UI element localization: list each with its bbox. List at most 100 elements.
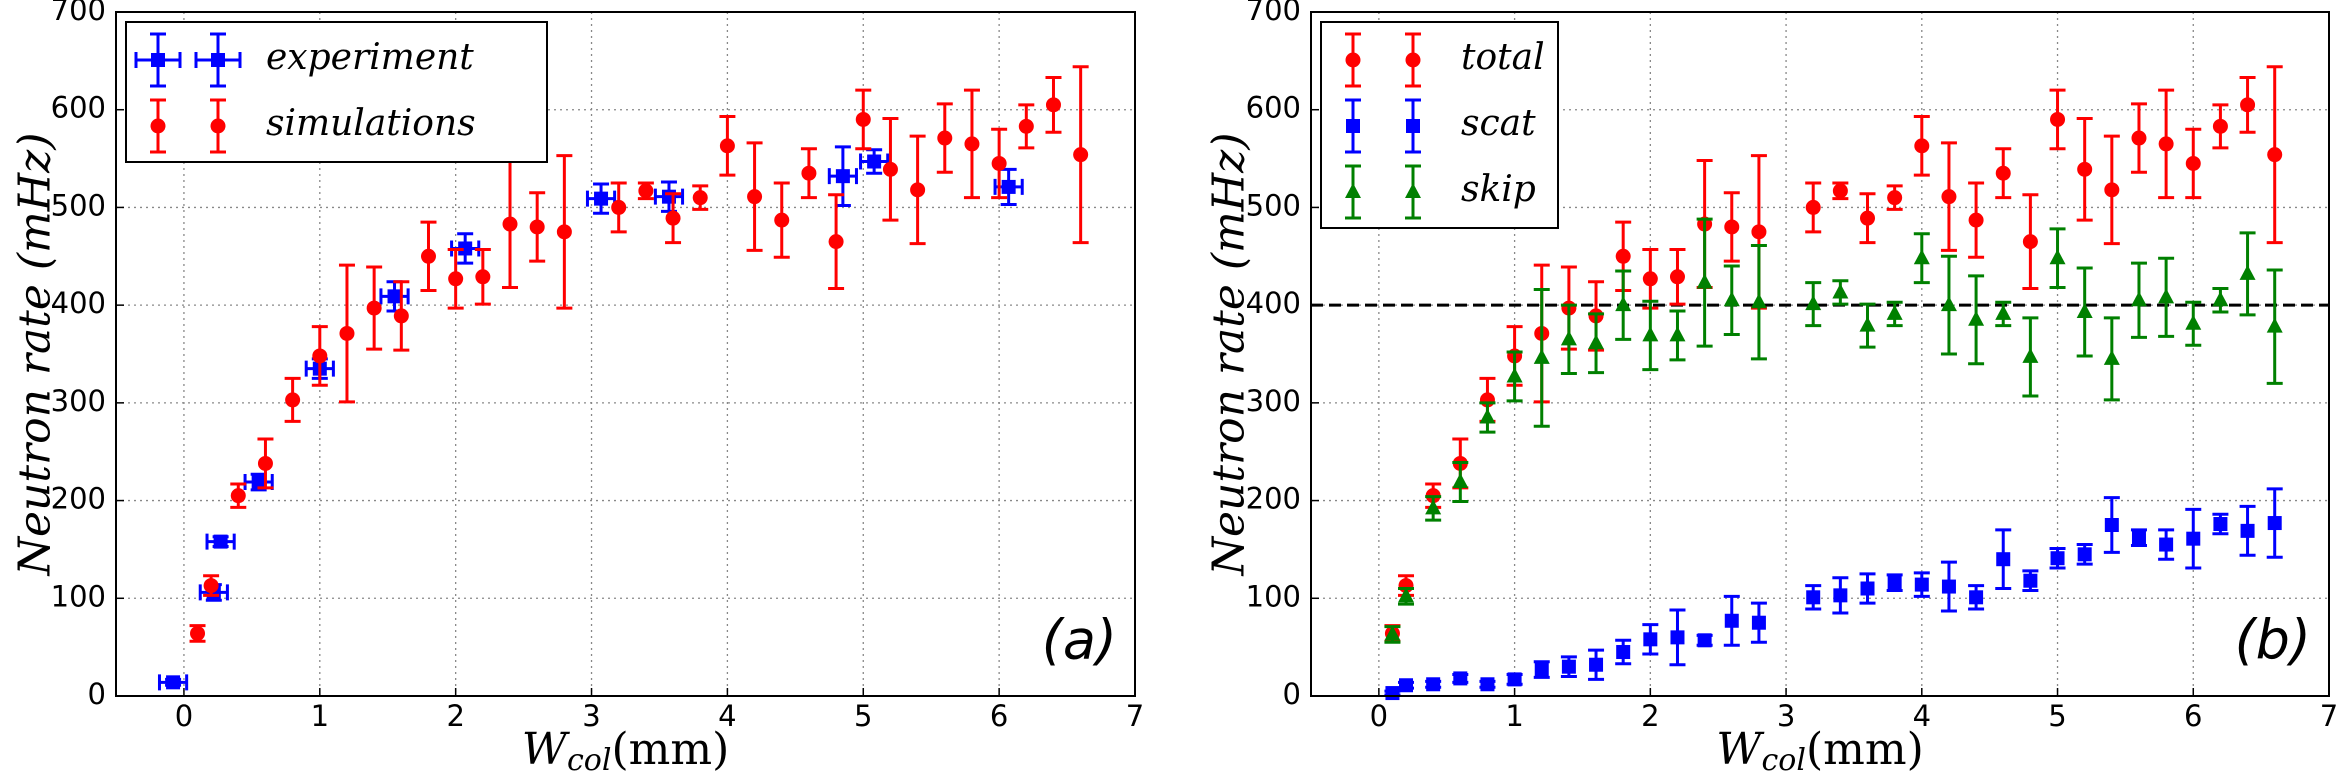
marker (2185, 155, 2201, 171)
legend-box (125, 21, 548, 163)
marker (1615, 248, 1631, 264)
x-label-unit: (mm) (611, 724, 729, 775)
y-tick-label: 500 (1246, 188, 1301, 222)
marker (2159, 537, 2174, 552)
marker (719, 138, 735, 154)
marker (1723, 291, 1740, 307)
marker (2049, 249, 2066, 265)
marker (665, 210, 681, 226)
marker (910, 182, 926, 198)
y-tick-label: 700 (51, 0, 106, 27)
marker (502, 216, 518, 232)
y-tick-label: 0 (1283, 677, 1301, 711)
marker (448, 271, 464, 287)
marker (1860, 581, 1875, 596)
marker (1643, 632, 1658, 647)
marker (2077, 547, 2092, 562)
marker (1533, 348, 1550, 364)
marker (2185, 314, 2202, 330)
marker (1615, 296, 1632, 312)
x-tick-label: 6 (990, 699, 1008, 733)
marker (2267, 516, 2282, 531)
marker (312, 348, 328, 364)
marker (387, 289, 402, 304)
marker (2103, 349, 2120, 365)
marker (801, 165, 817, 181)
marker (2186, 531, 2201, 546)
x-tick-label: 5 (854, 699, 872, 733)
y-tick-label: 300 (51, 384, 106, 418)
panel: 0 1 2 3 4 5 6 7 0 100 200 300 400 500 600 700 total scat s… (1204, 0, 2339, 778)
x-tick-label: 1 (1505, 699, 1523, 733)
marker (2077, 161, 2093, 177)
x-label-sub: col (1761, 743, 1805, 778)
marker (2023, 573, 2038, 588)
marker (211, 53, 225, 67)
marker (1507, 672, 1522, 687)
x-label-main: W (522, 724, 571, 775)
x-tick-label: 7 (2320, 699, 2338, 733)
marker (1588, 334, 1605, 350)
marker (1724, 219, 1740, 235)
marker (2239, 264, 2256, 280)
y-tick-label: 700 (1246, 0, 1301, 27)
x-tick-label: 3 (1777, 699, 1795, 733)
marker (1479, 408, 1496, 424)
legend-label: total (1461, 37, 1545, 78)
marker (1018, 118, 1034, 134)
marker (1832, 283, 1849, 299)
y-tick-label: 500 (51, 188, 106, 222)
x-tick-label: 3 (582, 699, 600, 733)
marker (1887, 575, 1902, 590)
marker (1968, 212, 1984, 228)
marker (1859, 316, 1876, 332)
x-tick-label: 1 (311, 699, 329, 733)
marker (166, 675, 181, 690)
marker (1969, 590, 1984, 605)
marker (1399, 678, 1414, 693)
x-axis-label: Wcol(mm) (1716, 724, 1923, 779)
marker (458, 241, 473, 256)
x-tick-label: 2 (1641, 699, 1659, 733)
marker (1995, 165, 2011, 181)
legend-label: experiment (266, 37, 474, 78)
marker (2104, 182, 2120, 198)
marker (1045, 97, 1061, 113)
panel-label: (a) (1042, 609, 1117, 672)
marker (1996, 552, 2011, 567)
legend-box (1320, 21, 1559, 229)
marker (190, 625, 206, 641)
marker (1385, 686, 1400, 701)
marker (2131, 130, 2147, 146)
x-tick-label: 4 (1913, 699, 1931, 733)
marker (1914, 138, 1930, 154)
marker (692, 190, 708, 206)
marker (1913, 249, 1930, 265)
marker (285, 392, 301, 408)
marker (1751, 224, 1767, 240)
y-tick-label: 200 (51, 482, 106, 516)
y-tick-label: 600 (51, 91, 106, 125)
marker (1860, 210, 1876, 226)
marker (867, 154, 882, 169)
marker (1453, 671, 1468, 686)
marker (210, 118, 226, 134)
legend-label: simulations (266, 103, 476, 144)
marker (1426, 677, 1441, 692)
marker (1887, 190, 1903, 206)
marker (1805, 199, 1821, 215)
marker (2212, 291, 2229, 307)
marker (1001, 179, 1016, 194)
marker (1941, 189, 1957, 205)
x-label-main: W (1716, 724, 1765, 775)
marker (1345, 183, 1361, 198)
marker (2104, 518, 2119, 532)
plot-frame (1310, 11, 2330, 697)
marker (594, 191, 609, 206)
y-tick-label: 0 (88, 677, 106, 711)
marker (2158, 288, 2175, 304)
marker (1405, 52, 1421, 68)
marker (1886, 304, 1903, 320)
